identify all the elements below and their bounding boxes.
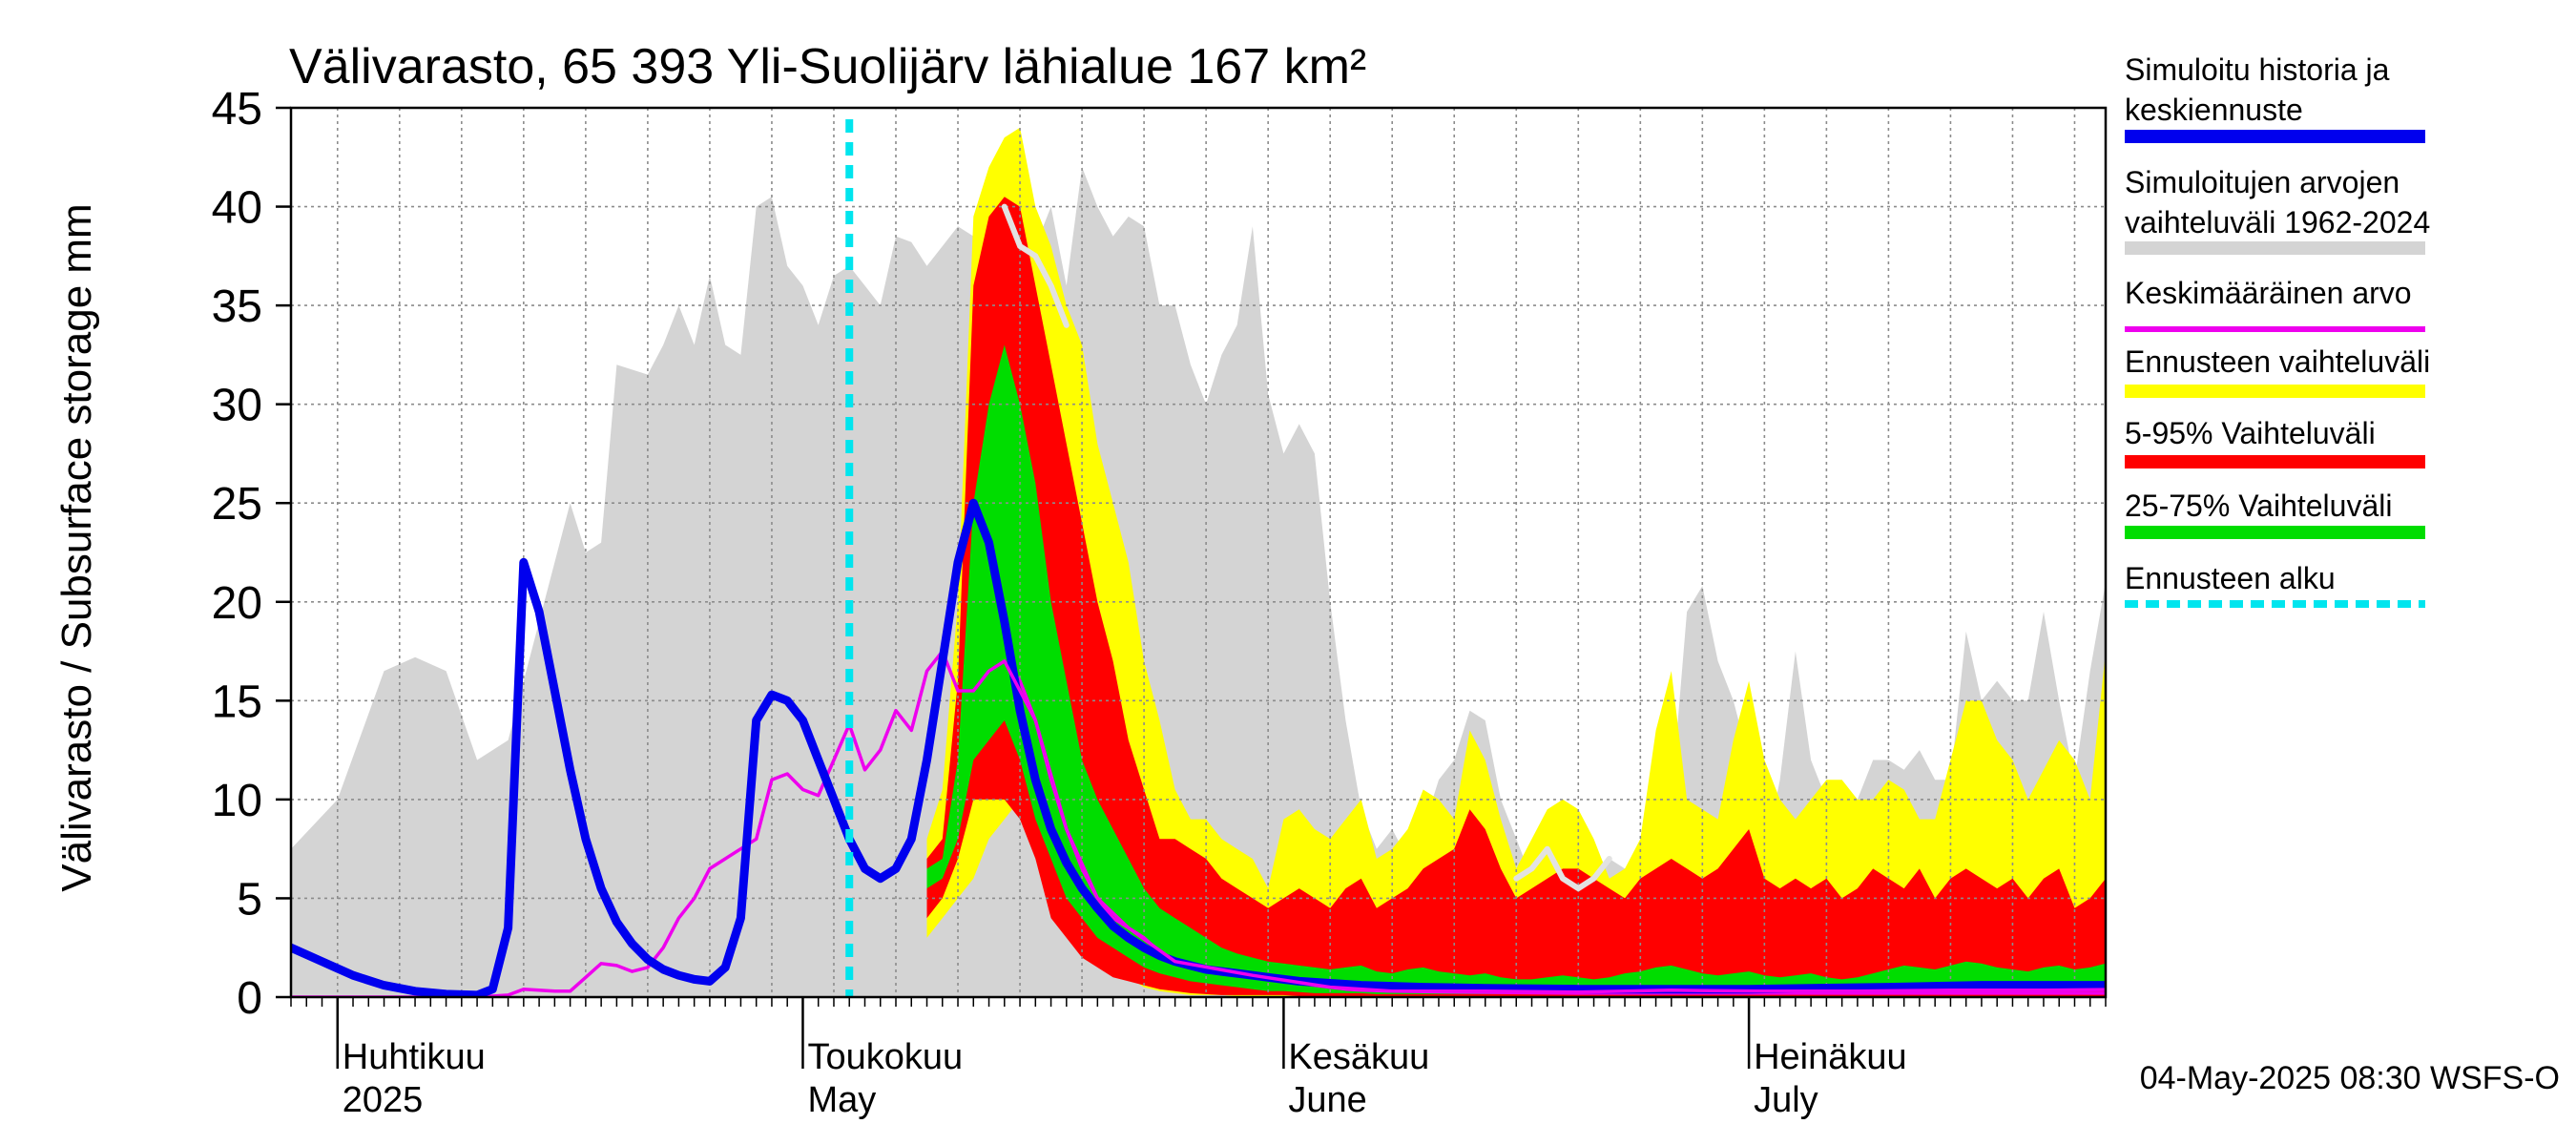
- legend-label: Simuloitujen arvojen: [2125, 165, 2399, 199]
- x-month-label: Kesäkuu: [1288, 1037, 1429, 1077]
- chart-title: Välivarasto, 65 393 Yli-Suolijärv lähial…: [289, 39, 1366, 94]
- grid-lines: [291, 108, 2106, 997]
- x-month-label: Huhtikuu: [343, 1037, 486, 1077]
- plot-frame: [289, 106, 2108, 999]
- x-month-sublabel: May: [807, 1080, 876, 1120]
- y-tick-label: 10: [212, 776, 262, 826]
- plot-body: [291, 108, 2106, 997]
- band-range: [291, 167, 2106, 997]
- y-tick-label: 5: [237, 874, 262, 925]
- x-month-label: Toukokuu: [807, 1037, 963, 1077]
- y-tick-label: 35: [212, 281, 262, 332]
- plot-area: [291, 108, 2106, 997]
- band-p5_95: [926, 197, 2106, 996]
- y-tick-label: 40: [212, 183, 262, 234]
- series-mean: [1003, 659, 2106, 994]
- series-history_gray2: [1513, 845, 1612, 892]
- legend-sublabel: keskiennuste: [2125, 93, 2303, 127]
- series-history_gray: [1001, 203, 1070, 328]
- legend-label: 5-95% Vaihteluväli: [2125, 416, 2376, 450]
- footer-timestamp: 04-May-2025 08:30 WSFS-O: [2140, 1060, 2560, 1096]
- x-month-sublabel: 2025: [343, 1080, 424, 1120]
- legend-label: Ennusteen alku: [2125, 561, 2336, 595]
- legend: Simuloitu historia ja keskiennuste Simuloi…: [2125, 52, 2430, 608]
- legend-label: 25-75% Vaihteluväli: [2125, 489, 2392, 523]
- axes: 051015202530354045Huhtikuu2025ToukokuuMa…: [212, 84, 2108, 1120]
- legend-label: Keskimääräinen arvo: [2125, 276, 2412, 310]
- y-tick-label: 20: [212, 578, 262, 629]
- legend-sublabel: vaihteluväli 1962-2024: [2125, 205, 2430, 239]
- x-month-sublabel: July: [1754, 1080, 1818, 1120]
- x-month-label: Heinäkuu: [1754, 1037, 1907, 1077]
- y-tick-label: 0: [237, 973, 262, 1024]
- legend-label: Ennusteen vaihteluväli: [2125, 344, 2430, 379]
- y-tick-label: 30: [212, 381, 262, 431]
- y-tick-label: 45: [212, 84, 262, 135]
- legend-label: Simuloitu historia ja: [2125, 52, 2390, 87]
- y-tick-label: 15: [212, 677, 262, 727]
- y-axis-label: Välivarasto / Subsurface storage mm: [53, 203, 100, 891]
- x-month-sublabel: June: [1288, 1080, 1366, 1120]
- y-tick-label: 25: [212, 479, 262, 530]
